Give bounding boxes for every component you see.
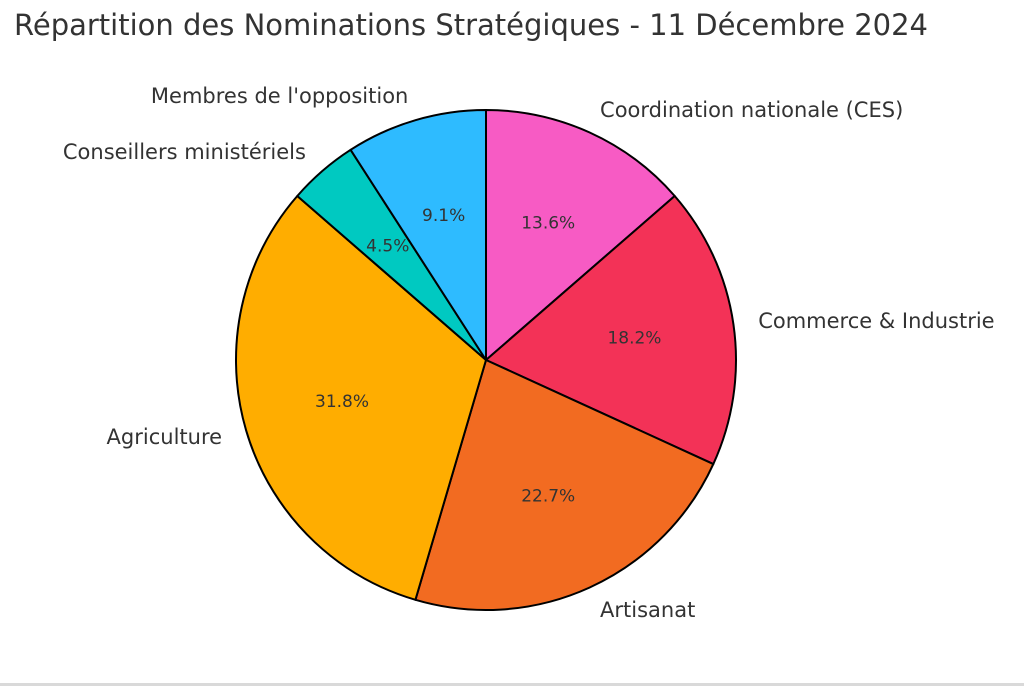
pie-percent-labels: 13.6% 18.2% 22.7% 31.8% 4.5% 9.1% bbox=[315, 206, 661, 506]
pie-percent-label-artisanat: 22.7% bbox=[521, 486, 575, 506]
pie-slices bbox=[235, 109, 737, 611]
pie-category-label-agriculture: Agriculture bbox=[107, 425, 223, 449]
pie-category-label-coordination-nationale-ces: Coordination nationale (CES) bbox=[600, 98, 903, 122]
pie-slice-agriculture bbox=[235, 195, 487, 601]
pie-category-label-membres-de-l-opposition: Membres de l'opposition bbox=[151, 84, 408, 108]
pie-slice-artisanat bbox=[414, 359, 715, 611]
pie-slice-commerce-industrie bbox=[485, 195, 737, 466]
bottom-divider bbox=[0, 683, 1024, 686]
pie-category-label-commerce-industrie: Commerce & Industrie bbox=[758, 309, 994, 333]
pie-category-labels: Coordination nationale (CES) Commerce & I… bbox=[63, 84, 995, 622]
pie-percent-label-coordination-nationale-ces: 13.6% bbox=[521, 214, 575, 234]
pie-slice-coordination-nationale-ces bbox=[485, 109, 676, 361]
pie-category-label-artisanat: Artisanat bbox=[600, 598, 695, 622]
pie-percent-label-commerce-industrie: 18.2% bbox=[607, 329, 661, 349]
pie-slice-membres-de-l-opposition bbox=[349, 109, 487, 361]
pie-percent-label-agriculture: 31.8% bbox=[315, 392, 369, 412]
pie-percent-label-membres-de-l-opposition: 9.1% bbox=[422, 206, 465, 226]
chart-title: Répartition des Nominations Stratégiques… bbox=[14, 8, 929, 42]
pie-category-label-conseillers-ministeriels: Conseillers ministériels bbox=[63, 140, 306, 164]
pie-percent-label-conseillers-ministeriels: 4.5% bbox=[366, 237, 409, 257]
